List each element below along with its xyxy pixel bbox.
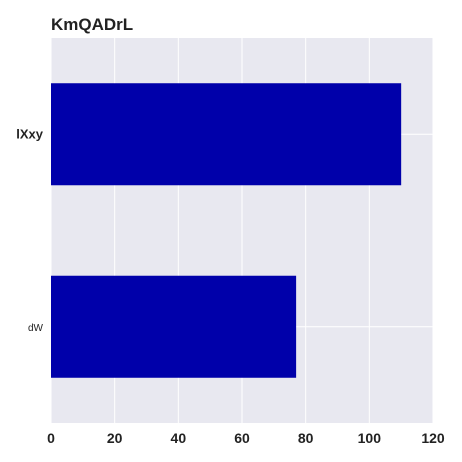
bar-dW (51, 275, 297, 378)
x-tick-label: 80 (298, 430, 314, 446)
x-tick-label: 60 (234, 430, 250, 446)
chart-title: KmQADrL (51, 15, 133, 34)
bars-group (51, 83, 402, 378)
x-axis-ticks: 0 20 40 60 80 100 120 (47, 430, 445, 446)
x-tick-label: 20 (107, 430, 123, 446)
x-tick-label: 40 (171, 430, 187, 446)
category-label: lXxy (16, 126, 44, 141)
x-tick-label: 0 (47, 430, 55, 446)
category-label: dW (28, 323, 44, 334)
x-tick-label: 100 (358, 430, 382, 446)
y-axis-categories: lXxy dW (16, 126, 44, 334)
x-tick-label: 120 (421, 430, 445, 446)
bar-lXxy (51, 83, 402, 186)
